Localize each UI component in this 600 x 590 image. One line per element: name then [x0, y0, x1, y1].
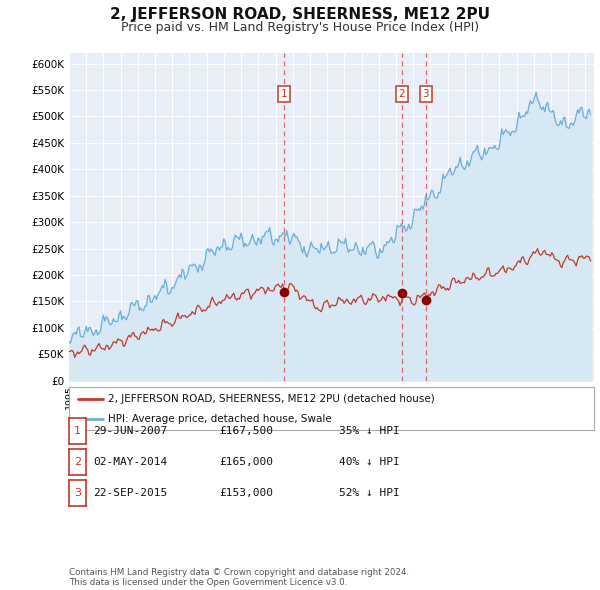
Text: 3: 3 — [74, 489, 81, 498]
Text: 22-SEP-2015: 22-SEP-2015 — [93, 489, 167, 498]
Text: 1: 1 — [74, 426, 81, 435]
Text: 2, JEFFERSON ROAD, SHEERNESS, ME12 2PU (detached house): 2, JEFFERSON ROAD, SHEERNESS, ME12 2PU (… — [109, 394, 435, 404]
Text: HPI: Average price, detached house, Swale: HPI: Average price, detached house, Swal… — [109, 414, 332, 424]
Text: Price paid vs. HM Land Registry's House Price Index (HPI): Price paid vs. HM Land Registry's House … — [121, 21, 479, 34]
Text: 3: 3 — [422, 89, 429, 99]
Text: 2: 2 — [74, 457, 81, 467]
Text: 35% ↓ HPI: 35% ↓ HPI — [339, 426, 400, 435]
Text: £165,000: £165,000 — [219, 457, 273, 467]
Text: 40% ↓ HPI: 40% ↓ HPI — [339, 457, 400, 467]
Text: Contains HM Land Registry data © Crown copyright and database right 2024.
This d: Contains HM Land Registry data © Crown c… — [69, 568, 409, 587]
Text: £153,000: £153,000 — [219, 489, 273, 498]
Text: 52% ↓ HPI: 52% ↓ HPI — [339, 489, 400, 498]
Text: 2, JEFFERSON ROAD, SHEERNESS, ME12 2PU: 2, JEFFERSON ROAD, SHEERNESS, ME12 2PU — [110, 7, 490, 22]
Text: 1: 1 — [281, 89, 287, 99]
Text: £167,500: £167,500 — [219, 426, 273, 435]
Text: 02-MAY-2014: 02-MAY-2014 — [93, 457, 167, 467]
Text: 2: 2 — [398, 89, 405, 99]
Text: 29-JUN-2007: 29-JUN-2007 — [93, 426, 167, 435]
